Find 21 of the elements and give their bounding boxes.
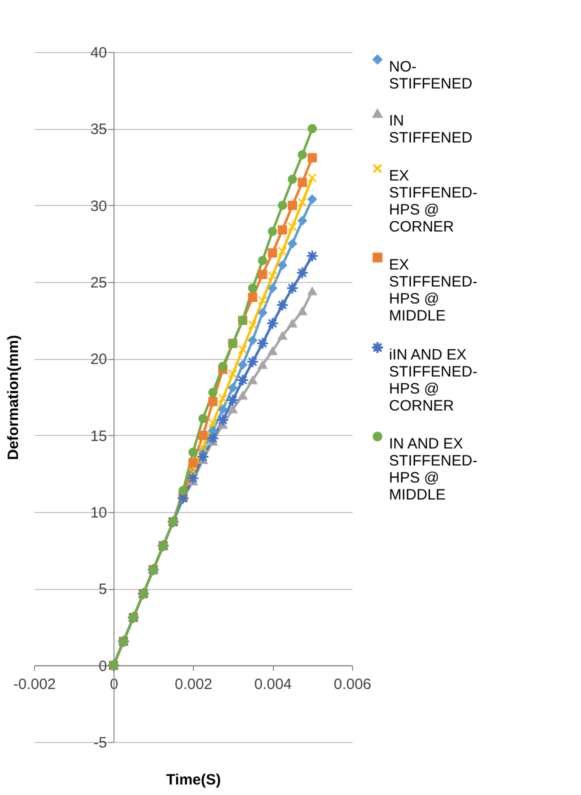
legend-label: NO-STIFFENED bbox=[389, 58, 472, 92]
y-tick-label: 15 bbox=[90, 428, 107, 445]
y-tick-label: 5 bbox=[98, 581, 107, 598]
legend-label: EX STIFFENED-HPS @ MIDDLE bbox=[389, 256, 478, 324]
y-tick-label: 40 bbox=[90, 44, 107, 62]
legend-label: IN STIFFENED bbox=[389, 112, 472, 146]
x-tick-label: 0.006 bbox=[334, 676, 372, 693]
x-tick-label: 0.002 bbox=[174, 676, 212, 693]
x-axis-title: Time(S) bbox=[166, 772, 221, 788]
x-tick-label: 0.004 bbox=[254, 676, 292, 693]
legend-label: EX STIFFENED-HPS @ CORNER bbox=[389, 168, 478, 236]
y-tick-label: 10 bbox=[90, 504, 107, 522]
y-axis-title: Deformation(mm) bbox=[4, 334, 22, 460]
legend-label: IN AND EX STIFFENED-HPS @ MIDDLE bbox=[389, 436, 478, 504]
y-tick-label: 25 bbox=[90, 274, 107, 292]
y-tick-label: -5 bbox=[94, 734, 107, 752]
y-tick-label: 20 bbox=[90, 351, 107, 368]
y-tick-label: 30 bbox=[90, 198, 107, 215]
x-tick-label: -0.002 bbox=[13, 676, 56, 693]
y-tick-label: 35 bbox=[90, 121, 107, 138]
legend-label: iIN AND EX STIFFENED-HPS @ CORNER bbox=[389, 346, 478, 414]
